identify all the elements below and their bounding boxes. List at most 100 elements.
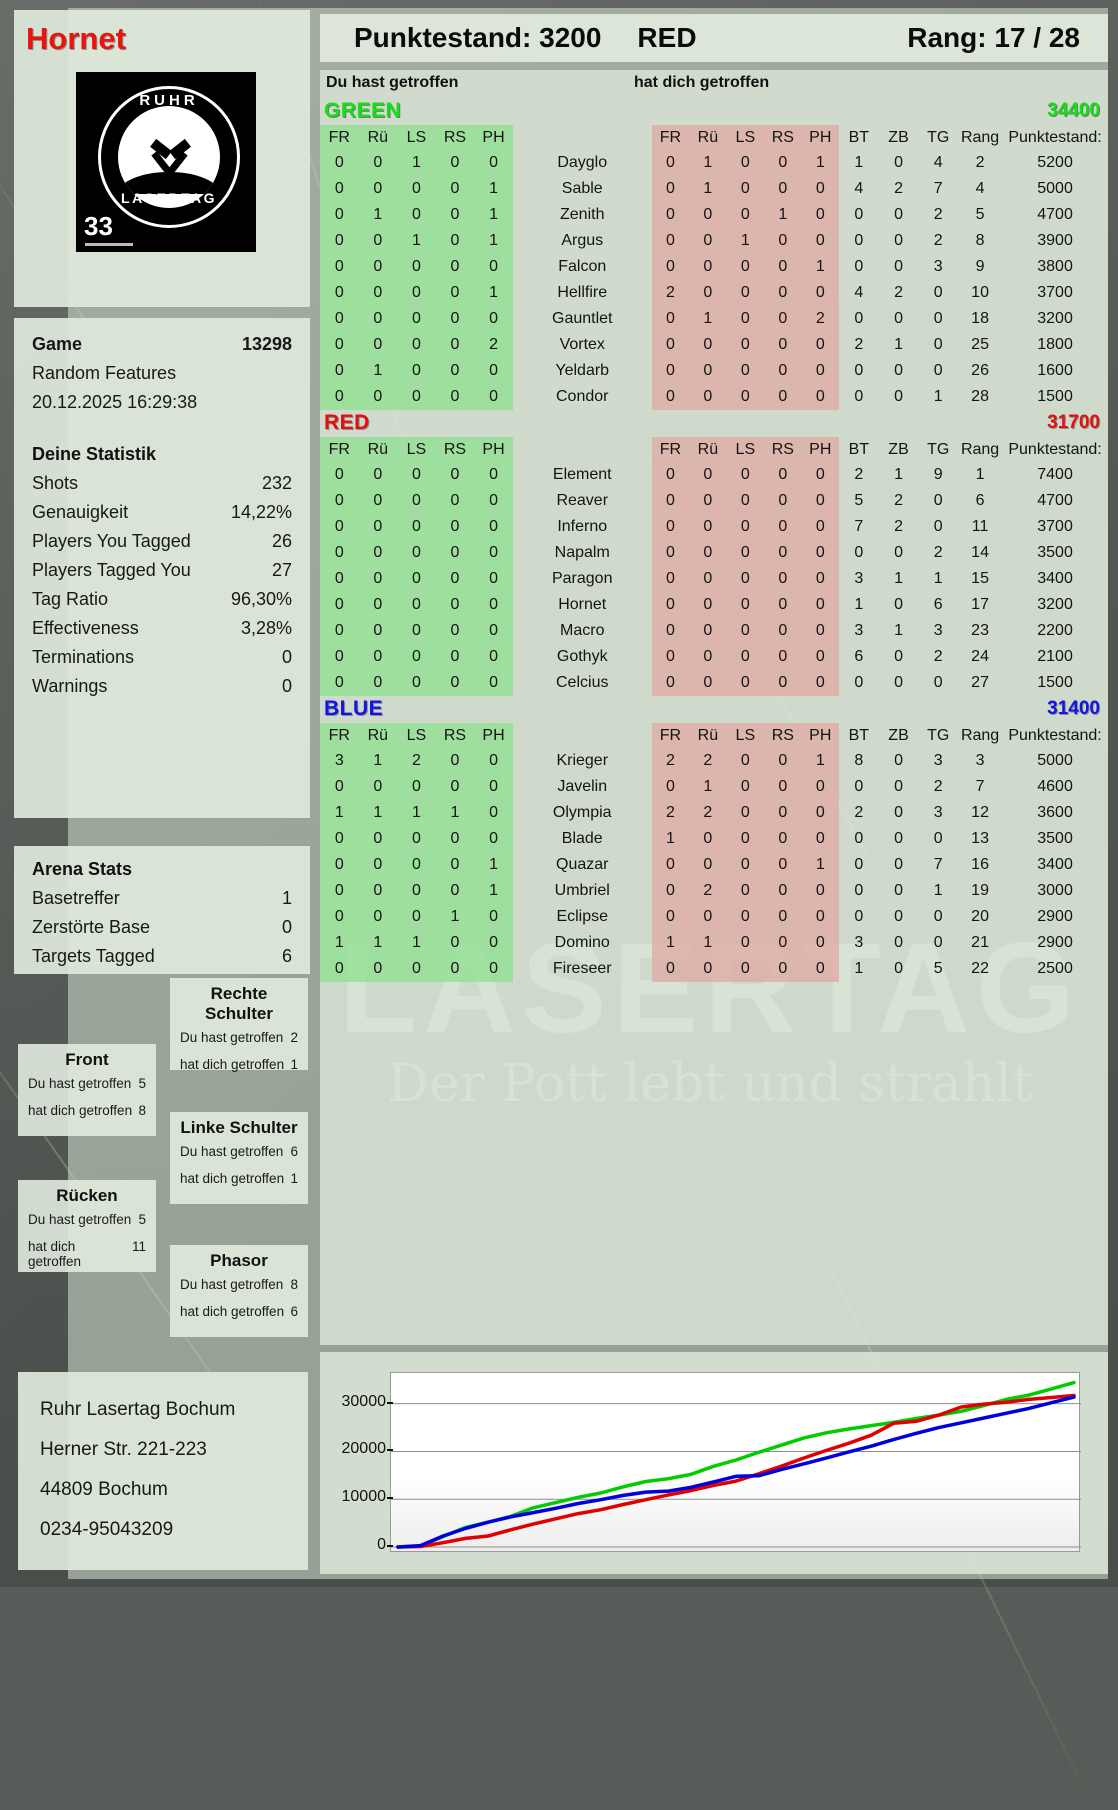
stat-value: 3,28% [240,618,292,638]
table-row[interactable]: 0 0 0 0 0 Element 0 0 0 0 0 2 1 9 1 7400 [320,462,1108,488]
chart-ytick-label: 30000 [342,1393,393,1411]
cell-you-hit: 0 [397,176,436,202]
bodypart-hit-label: Du hast getroffen [180,1144,284,1159]
cell-hit-you: 0 [651,540,690,566]
table-row[interactable]: 0 0 0 0 1 Quazar 0 0 0 0 1 0 0 7 16 3400 [320,852,1108,878]
cell-bt: 0 [854,856,864,873]
cell-you-hit: 0 [358,618,398,644]
cell-you-hit: 0 [474,644,513,670]
bodypart-hit-row: Du hast getroffen 5 [28,1076,146,1091]
table-row[interactable]: 0 0 0 0 0 Fireseer 0 0 0 0 0 1 0 5 22 2500 [320,956,1108,982]
cell-you-hit: 0 [320,358,359,384]
cell-you-hit: 0 [320,202,359,228]
table-row[interactable]: 0 0 0 0 0 Inferno 0 0 0 0 0 7 2 0 11 3700 [320,514,1108,540]
table-row[interactable]: 0 0 0 0 0 Celcius 0 0 0 0 0 0 0 0 27 1500 [320,670,1108,696]
player-stats-card: Game 13298 Random Features 20.12.2025 16… [14,318,310,818]
table-header-row: FR Rü LS RS PH FR Rü LS RS PH BT ZB TG Rang Punktestan… [320,437,1108,462]
table-row[interactable]: 0 0 0 0 1 Sable 0 1 0 0 0 4 2 7 4 5000 [320,176,1108,202]
cell-rang: 19 [971,882,989,899]
cell-you-hit: 0 [397,358,436,384]
cell-points: 2200 [1037,622,1073,639]
cell-you-hit: 2 [397,748,436,774]
cell-you-hit: 0 [435,670,475,696]
cell-rang: 15 [971,570,989,587]
cell-hit-you: 0 [801,384,840,410]
stat-label: Players You Tagged [32,531,191,551]
team-name: GREEN [324,99,402,122]
cell-hit-you: 0 [801,176,840,202]
caption-you-hit: Du hast getroffen [326,74,459,91]
table-row[interactable]: 0 0 0 0 0 Hornet 0 0 0 0 0 1 0 6 17 3200 [320,592,1108,618]
cell-zb: 0 [894,154,903,171]
table-row[interactable]: 0 0 0 0 0 Macro 0 0 0 0 0 3 1 3 23 2200 [320,618,1108,644]
cell-you-hit: 0 [358,306,398,332]
table-row[interactable]: 0 0 0 0 0 Napalm 0 0 0 0 0 0 0 2 14 3500 [320,540,1108,566]
bodypart-hit-value: 8 [290,1277,298,1292]
col-header-you-fr: FR [320,723,359,748]
cell-you-hit: 0 [435,566,475,592]
cell-you-hit: 0 [435,956,475,982]
cell-hit-you: 0 [726,202,765,228]
cell-you-hit: 0 [397,566,436,592]
table-row[interactable]: 1 1 1 1 0 Olympia 2 2 0 0 0 2 0 3 12 3600 [320,800,1108,826]
cell-hit-you: 0 [764,748,802,774]
col-header-you-fr: FR [320,437,359,462]
cell-you-hit: 0 [435,488,475,514]
table-row[interactable]: 0 0 0 1 0 Eclipse 0 0 0 0 0 0 0 0 20 2900 [320,904,1108,930]
cell-hit-you: 0 [651,514,690,540]
table-row[interactable]: 0 0 0 0 2 Vortex 0 0 0 0 0 2 1 0 25 1800 [320,332,1108,358]
table-row[interactable]: 3 1 2 0 0 Krieger 2 2 0 0 1 8 0 3 3 5000 [320,748,1108,774]
col-header-you-rü: Rü [358,125,398,150]
table-row[interactable]: 0 0 1 0 0 Dayglo 0 1 0 0 1 1 0 4 2 5200 [320,150,1108,176]
stat-label: Targets Tagged [32,946,155,966]
cell-you-hit: 3 [320,748,359,774]
col-header-you-ls: LS [397,723,436,748]
table-row[interactable]: 0 0 0 0 0 Gothyk 0 0 0 0 0 6 0 2 24 2100 [320,644,1108,670]
score-progress-chart-card: 0 10000 20000 30000 [320,1352,1108,1574]
team-header: GREEN 34400 [320,98,1108,125]
table-row[interactable]: 0 0 0 0 1 Hellfire 2 0 0 0 0 4 2 0 10 3700 [320,280,1108,306]
cell-hit-you: 0 [651,852,690,878]
table-row[interactable]: 0 0 0 0 0 Javelin 0 1 0 0 0 0 0 2 7 4600 [320,774,1108,800]
cell-bt: 1 [854,596,864,613]
cell-hit-you: 0 [651,332,690,358]
col-header-you-rs: RS [435,723,475,748]
col-header-them-fr: FR [651,437,690,462]
table-row[interactable]: 0 0 0 0 0 Falcon 0 0 0 0 1 0 0 3 9 3800 [320,254,1108,280]
table-row[interactable]: 0 1 0 0 0 Yeldarb 0 0 0 0 0 0 0 0 26 1600 [320,358,1108,384]
cell-you-hit: 0 [474,930,513,956]
table-row[interactable]: 0 0 0 0 1 Umbriel 0 2 0 0 0 0 0 1 19 3000 [320,878,1108,904]
cell-hit-you: 0 [801,488,840,514]
cell-hit-you: 0 [801,566,840,592]
cell-you-hit: 0 [320,176,359,202]
cell-you-hit: 0 [320,852,359,878]
cell-tg: 2 [933,544,943,561]
chart-ytick-label: 0 [377,1536,393,1554]
cell-hit-you: 0 [651,306,690,332]
cell-you-hit: 0 [435,150,475,176]
table-row[interactable]: 0 1 0 0 1 Zenith 0 0 0 1 0 0 0 2 5 4700 [320,202,1108,228]
table-row[interactable]: 0 0 1 0 1 Argus 0 0 1 0 0 0 0 2 8 3900 [320,228,1108,254]
bodypart-box-phasor: Phasor Du hast getroffen 8 hat dich getr… [170,1245,308,1337]
cell-zb: 2 [894,518,903,535]
table-row[interactable]: 0 0 0 0 0 Reaver 0 0 0 0 0 5 2 0 6 4700 [320,488,1108,514]
cell-player-name: Hornet [558,596,607,613]
cell-hit-you: 0 [764,826,802,852]
cell-you-hit: 0 [435,306,475,332]
cell-points: 2900 [1037,934,1073,951]
cell-hit-you: 0 [651,202,690,228]
table-row[interactable]: 0 0 0 0 0 Condor 0 0 0 0 0 0 0 1 28 1500 [320,384,1108,410]
cell-hit-you: 0 [764,956,802,982]
table-row[interactable]: 1 1 1 0 0 Domino 1 1 0 0 0 3 0 0 21 2900 [320,930,1108,956]
cell-you-hit: 0 [320,592,359,618]
cell-zb: 0 [894,310,903,327]
cell-hit-you: 0 [651,462,690,488]
cell-you-hit: 0 [474,904,513,930]
col-header-tg: TG [927,440,950,458]
table-row[interactable]: 0 0 0 0 0 Gauntlet 0 1 0 0 2 0 0 0 18 3200 [320,306,1108,332]
cell-you-hit: 0 [320,540,359,566]
table-row[interactable]: 0 0 0 0 0 Blade 1 0 0 0 0 0 0 0 13 3500 [320,826,1108,852]
col-header-you-ph: PH [474,125,513,150]
table-row[interactable]: 0 0 0 0 0 Paragon 0 0 0 0 0 3 1 1 15 3400 [320,566,1108,592]
cell-points: 3700 [1037,518,1073,535]
